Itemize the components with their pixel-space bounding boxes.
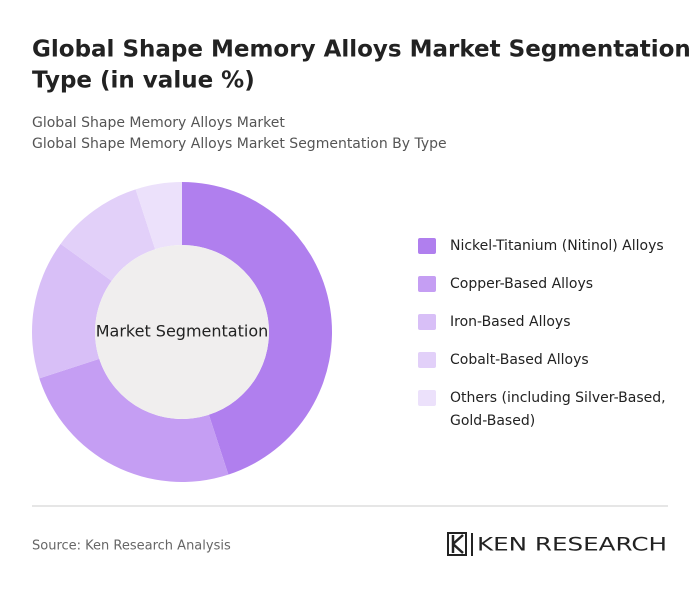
donut-slice bbox=[135, 182, 182, 250]
brand: KEN RESEARCH bbox=[477, 534, 667, 556]
legend-swatch bbox=[418, 238, 436, 254]
legend-label: Gold-Based) bbox=[450, 413, 535, 429]
legend-swatch bbox=[418, 352, 436, 368]
subtitle: Global Shape Memory Alloys Market bbox=[32, 115, 285, 131]
legend-label: Iron-Based Alloys bbox=[450, 314, 571, 330]
legend-label: Cobalt-Based Alloys bbox=[450, 352, 589, 368]
logo-icon bbox=[451, 534, 464, 554]
legend-swatch bbox=[418, 314, 436, 330]
source: Source: Ken Research Analysis bbox=[32, 539, 231, 554]
chart-title: Global Shape Memory Alloys Market Segmen… bbox=[32, 37, 700, 63]
center-label: Market Segmentation bbox=[96, 322, 269, 341]
donut-slice bbox=[60, 189, 156, 281]
legend-label: Copper-Based Alloys bbox=[450, 276, 593, 292]
subtitle: Global Shape Memory Alloys Market Segmen… bbox=[32, 136, 447, 152]
legend-swatch bbox=[418, 276, 436, 292]
donut-slice bbox=[39, 358, 229, 482]
legend-label: Others (including Silver-Based, bbox=[450, 390, 666, 406]
donut-center bbox=[95, 245, 269, 419]
legend-swatch bbox=[418, 390, 436, 406]
logo: KEN RESEARCH bbox=[447, 532, 667, 556]
donut-slice bbox=[32, 243, 112, 379]
donut-slice bbox=[182, 182, 333, 475]
logo-icon bbox=[447, 532, 467, 556]
chart-title: Type (in value %) bbox=[32, 68, 255, 94]
legend-label: Nickel-Titanium (Nitinol) Alloys bbox=[450, 238, 664, 254]
